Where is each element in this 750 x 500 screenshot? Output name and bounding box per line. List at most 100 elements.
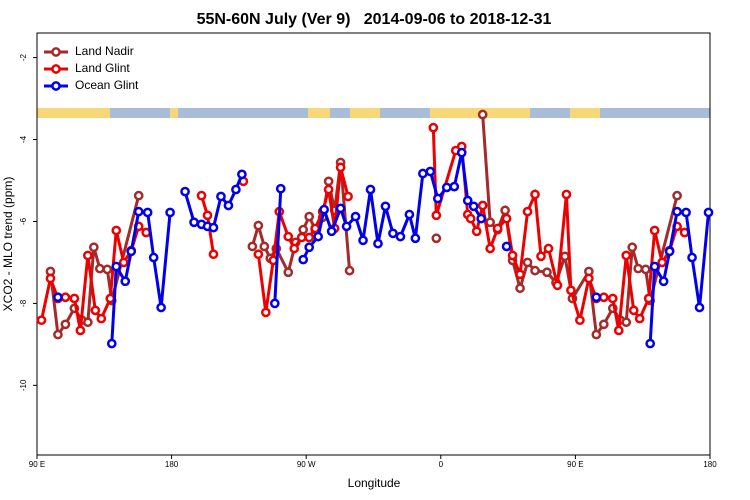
data-point [634,313,645,324]
data-point [260,307,271,318]
data-point [283,231,294,242]
y-tick-label: -6 [19,217,28,225]
data-point [156,302,166,313]
data-point [304,211,315,222]
data-point [703,207,714,218]
data-point [485,217,496,228]
data-point [111,261,122,272]
data-point [237,169,247,180]
plot-frame [36,32,711,456]
data-point [45,273,56,284]
data-point [607,293,618,304]
data-point [60,319,71,330]
data-point [335,162,346,173]
data-point [208,249,219,260]
data-point [598,292,609,303]
data-point [471,226,482,237]
data-point [428,122,439,133]
data-point [60,292,71,303]
data-point [431,233,442,244]
data-point [431,210,442,221]
data-point [133,206,144,217]
data-point [566,285,576,296]
legend-marker [51,47,61,57]
data-point [196,190,207,201]
data-point [657,257,667,268]
data-point [462,195,473,206]
data-point [628,305,639,316]
data-point [165,207,175,218]
data-point [664,246,675,257]
data-point [231,184,241,195]
data-point [649,261,660,272]
data-point [358,235,368,246]
data-point [395,231,406,242]
data-point [542,267,552,278]
data-point [543,243,554,254]
data-point [208,222,219,233]
data-point [365,184,376,195]
y-tick-label: -10 [19,379,28,391]
data-point [304,242,315,253]
data-point [118,257,129,268]
data-point [621,250,632,261]
legend-label: Land Glint [75,61,130,75]
data-point [323,184,334,195]
data-point [53,329,63,340]
data-point [202,210,213,221]
data-point [253,249,264,260]
data-point [298,254,309,265]
data-point [289,243,300,254]
data-point [500,205,510,216]
data-point [645,338,656,349]
data-point [530,265,540,276]
data-point [465,213,476,224]
data-point [672,206,682,217]
data-point [621,317,632,328]
data-point [96,313,107,324]
data-point [283,267,294,278]
data-point [269,298,280,309]
data-point [515,269,525,280]
data-point [380,201,391,212]
data-point [69,293,80,304]
y-tick-label: -2 [19,53,28,61]
data-point [658,276,669,287]
data-point [36,315,47,326]
data-point [687,252,697,263]
data-point [106,338,117,349]
data-point [326,226,337,237]
data-point [515,283,525,294]
legend-label: Ocean Glint [75,78,139,92]
data-point [126,246,137,257]
data-point [75,325,86,336]
data-point [310,223,321,234]
data-point [275,183,286,194]
x-tick-label: 180 [703,460,717,469]
x-tick-label: 90 E [29,460,45,469]
data-point [304,232,315,243]
data-point [522,206,533,217]
data-point [584,273,594,284]
data-point [441,182,452,193]
data-point [492,223,503,234]
data-point [180,186,190,197]
data-point [120,276,131,287]
data-point [501,213,512,224]
data-point [373,238,383,249]
data-point [319,204,329,215]
data-point [335,203,346,214]
data-point [410,233,421,244]
data-point [449,181,460,192]
x-tick-label: 90 E [567,460,583,469]
data-point [425,166,436,177]
map-strip [37,108,710,118]
data-point [111,225,122,236]
data-point [485,243,496,254]
data-point [507,250,518,261]
data-point [418,168,428,179]
data-point [216,191,226,202]
data-point [53,292,63,303]
data-point [575,315,585,326]
